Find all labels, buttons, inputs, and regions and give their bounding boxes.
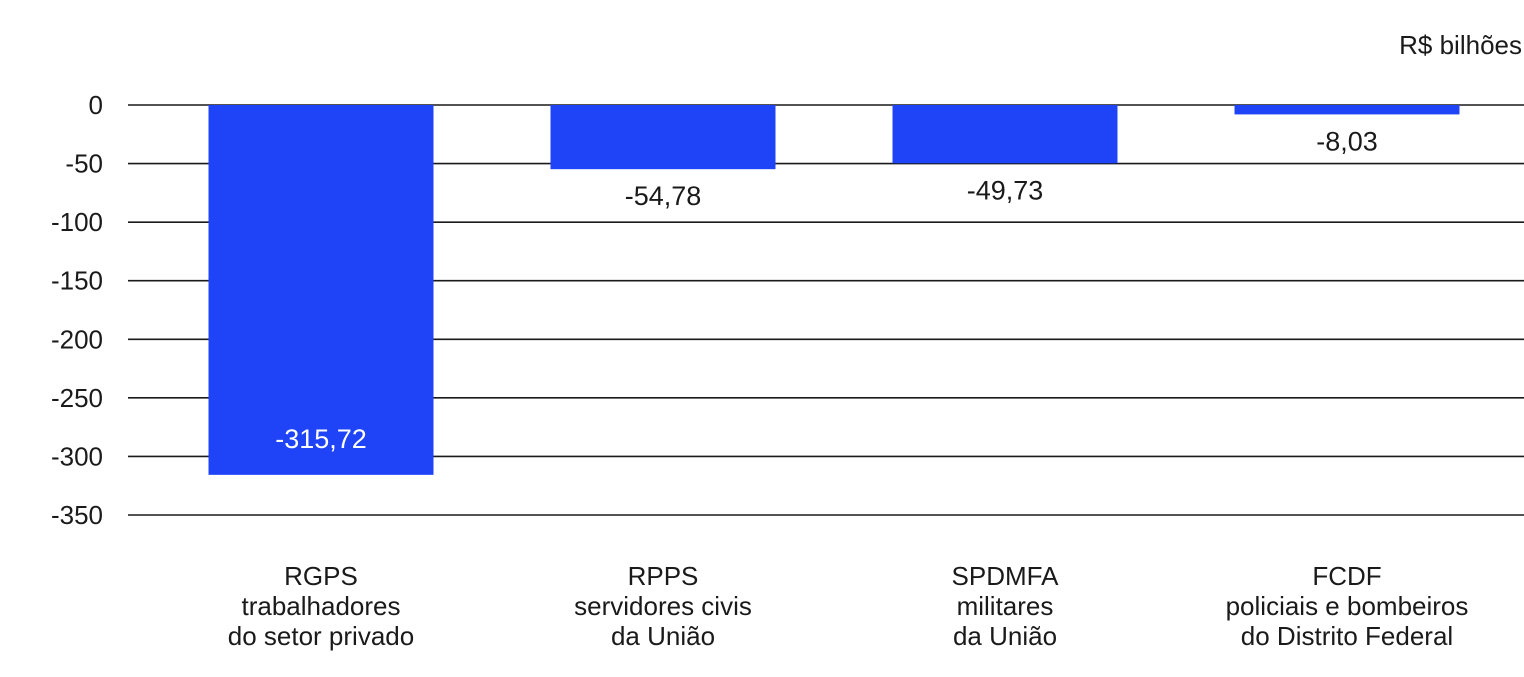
category-label: RPPS servidores civis da União — [574, 561, 752, 651]
y-tick-label: -300 — [51, 441, 103, 471]
bar — [208, 105, 434, 475]
bars — [208, 105, 1460, 475]
bar — [892, 105, 1118, 164]
data-label: -8,03 — [1316, 126, 1378, 156]
data-label: -54,78 — [625, 181, 702, 211]
y-tick-label: -150 — [51, 266, 103, 296]
data-label: -315,72 — [275, 424, 367, 454]
y-tick-label: -100 — [51, 207, 103, 237]
y-tick-label: 0 — [89, 90, 103, 120]
y-tick-label: -200 — [51, 324, 103, 354]
category-label: SPDMFA militares da União — [952, 561, 1060, 651]
bar — [550, 105, 776, 170]
category-label: RGPS trabalhadores do setor privado — [228, 561, 414, 651]
y-tick-label: -50 — [65, 149, 103, 179]
unit-label: R$ bilhões — [1399, 30, 1522, 60]
data-labels: -315,72 -54,78 -49,73 -8,03 — [275, 126, 1378, 453]
y-tick-label: -250 — [51, 383, 103, 413]
data-label: -49,73 — [967, 175, 1044, 205]
y-axis-ticks: 0 -50 -100 -150 -200 -250 -300 -350 — [51, 90, 103, 530]
y-tick-label: -350 — [51, 500, 103, 530]
category-label: FCDF policiais e bombeiros do Distrito Fed… — [1226, 561, 1469, 651]
category-labels: RGPS trabalhadores do setor privado RPPS ser… — [228, 561, 1469, 651]
bar — [1234, 105, 1460, 115]
